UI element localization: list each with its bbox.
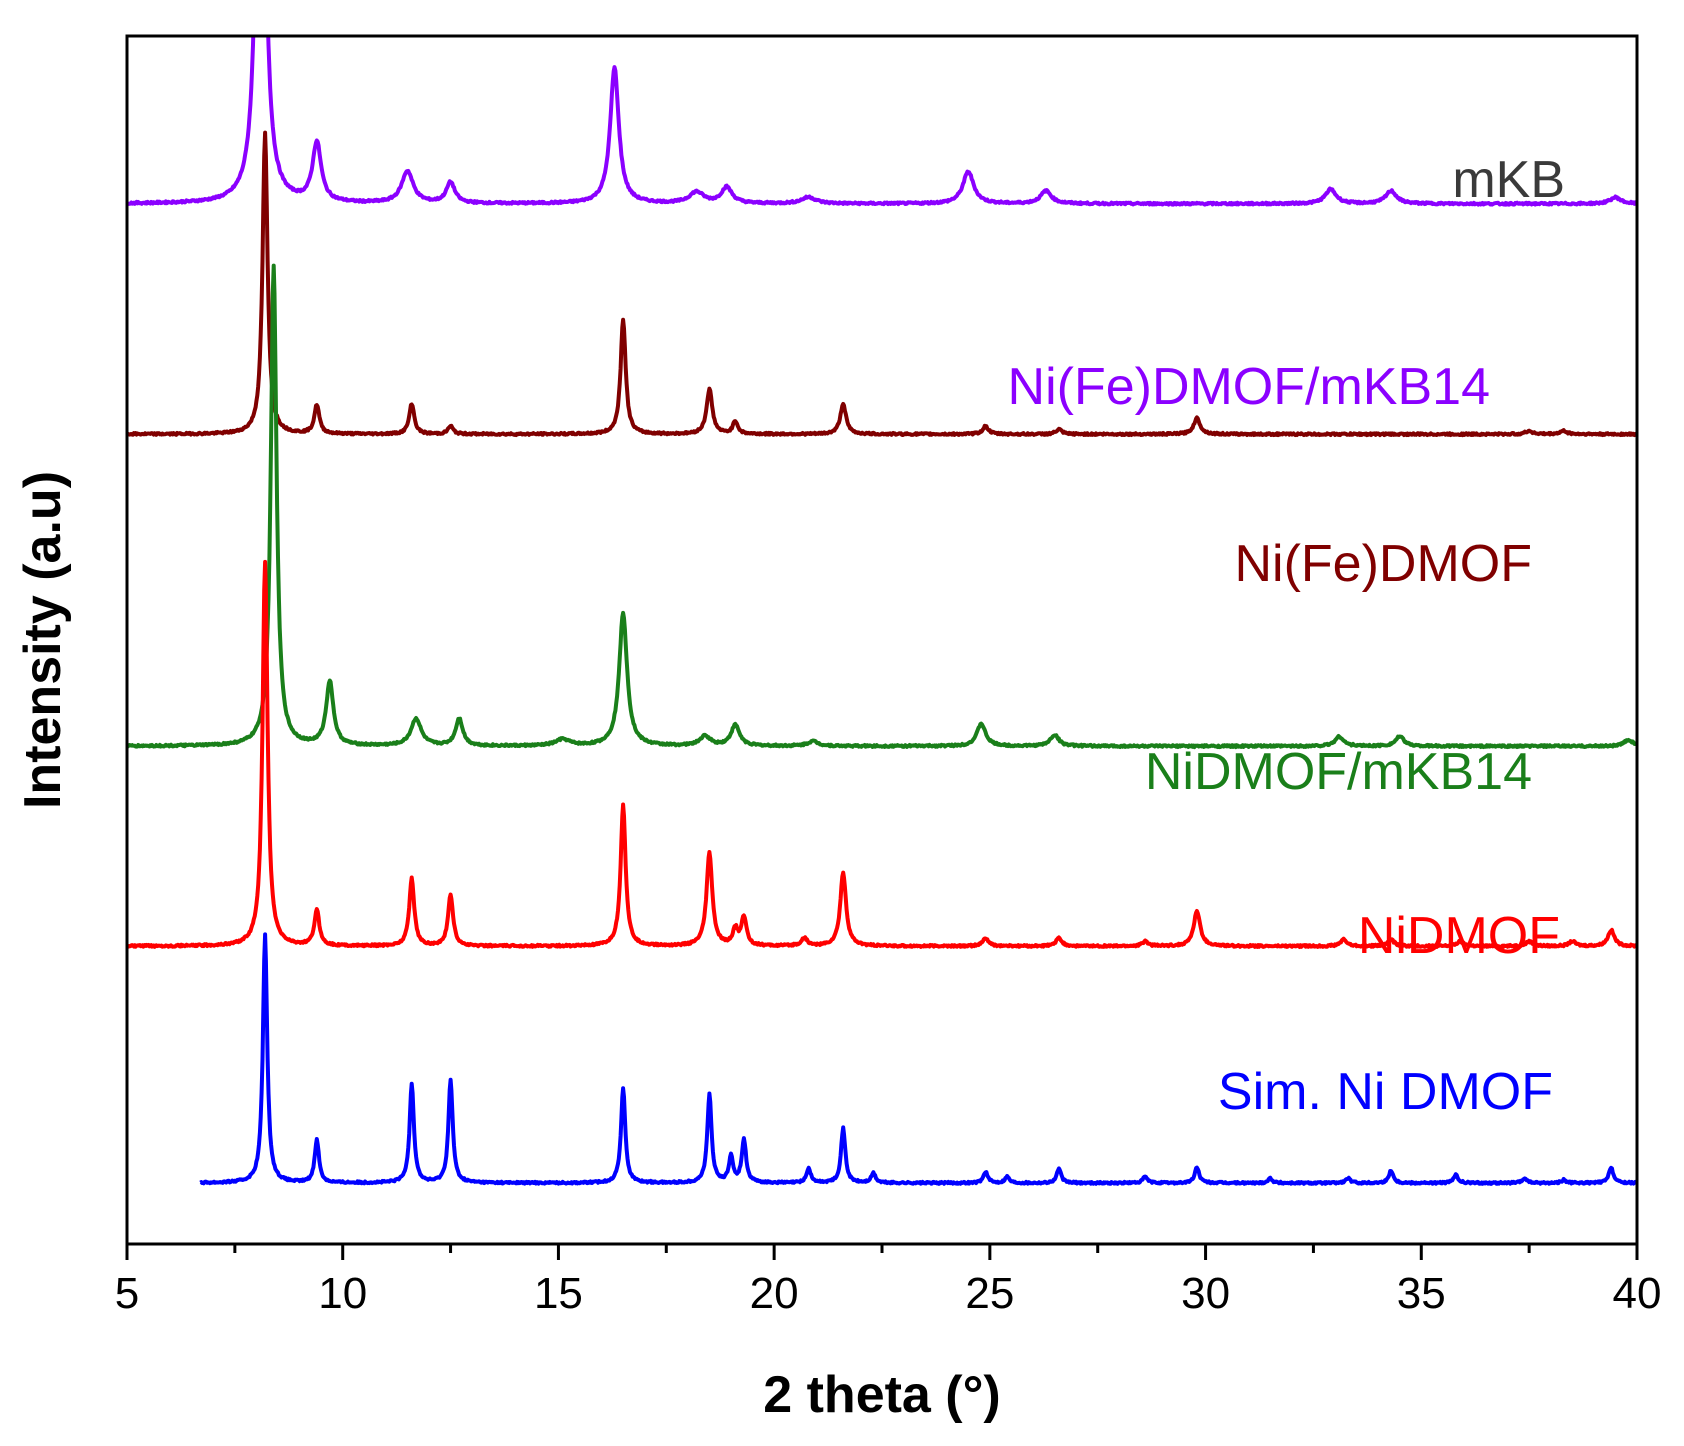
y-axis-title: Intensity (a.u) bbox=[14, 471, 72, 809]
series-label-0: mKB bbox=[1452, 151, 1565, 209]
series-label-5: Sim. Ni DMOF bbox=[1218, 1063, 1553, 1121]
x-tick-label: 5 bbox=[115, 1269, 139, 1318]
series-line-5 bbox=[199, 932, 1637, 1186]
series-line-2 bbox=[127, 130, 1637, 438]
x-tick-label: 10 bbox=[318, 1269, 367, 1318]
series-labels: mKB Ni(Fe)DMOF/mKB14 Ni(Fe)DMOF NiDMOF/mKB1… bbox=[1008, 151, 1565, 1121]
series-group bbox=[127, 36, 1637, 1186]
x-tick-label: 30 bbox=[1181, 1269, 1230, 1318]
series-line-4 bbox=[127, 559, 1637, 949]
x-tick-label: 15 bbox=[534, 1269, 583, 1318]
series-label-2: Ni(Fe)DMOF bbox=[1234, 535, 1532, 593]
series-label-3: NiDMOF/mKB14 bbox=[1145, 743, 1532, 801]
x-tick-label: 20 bbox=[750, 1269, 799, 1318]
x-tick-label: 25 bbox=[965, 1269, 1014, 1318]
series-label-4: NiDMOF bbox=[1358, 907, 1560, 965]
series-label-1: Ni(Fe)DMOF/mKB14 bbox=[1008, 358, 1490, 416]
x-axis-ticks: 5 10 15 20 25 30 35 40 bbox=[115, 1244, 1662, 1318]
x-tick-label: 35 bbox=[1397, 1269, 1446, 1318]
x-axis-title: 2 theta (°) bbox=[763, 1366, 1000, 1424]
x-tick-label: 40 bbox=[1613, 1269, 1662, 1318]
series-line-3 bbox=[127, 263, 1637, 750]
series-line-1 bbox=[127, 36, 1637, 207]
